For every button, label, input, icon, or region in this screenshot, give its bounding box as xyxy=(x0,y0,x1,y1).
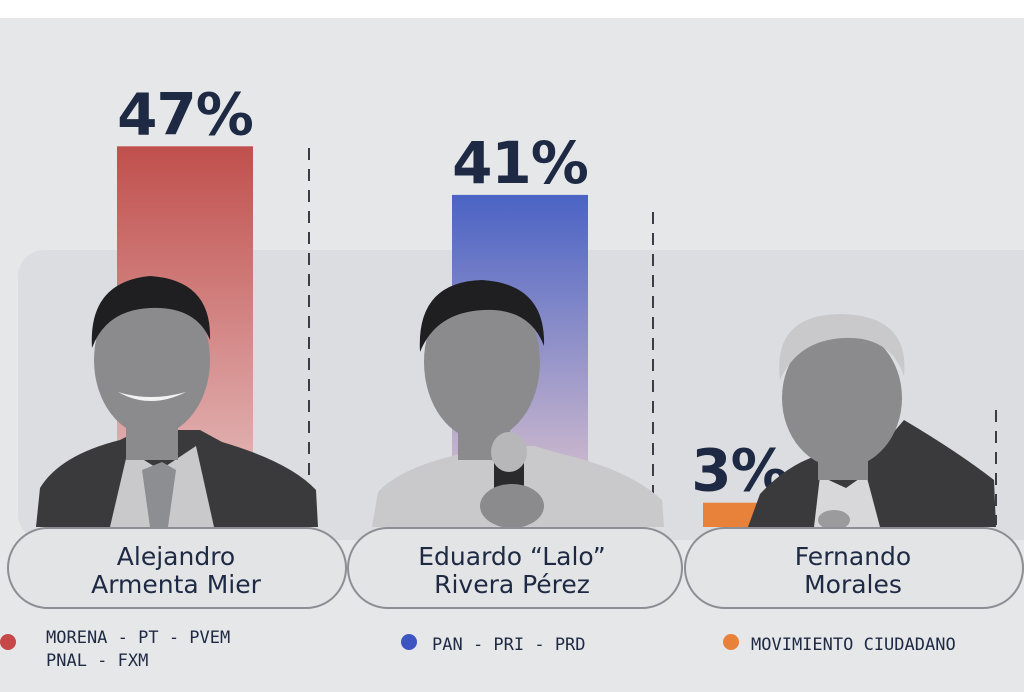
party-label-morales: MOVIMIENTO CIUDADANO xyxy=(751,635,956,655)
candidate-name-morales-line2: Morales xyxy=(804,570,902,599)
name-pill-armenta xyxy=(7,527,347,609)
name-pill-morales xyxy=(684,527,1024,609)
party-label-rivera: PAN - PRI - PRD xyxy=(432,635,586,655)
party-dot-rivera xyxy=(401,634,417,650)
candidate-name-morales-line1: Fernando xyxy=(795,542,911,571)
party-label-armenta-line2: PNAL - FXM xyxy=(46,651,148,671)
candidate-name-armenta-line1: Alejandro xyxy=(117,542,235,571)
party-dot-armenta xyxy=(0,634,16,650)
candidate-photo-rivera xyxy=(372,280,664,528)
candidate-name-armenta-line2: Armenta Mier xyxy=(91,570,261,599)
candidate-photo-morales xyxy=(748,314,996,530)
value-label-armenta: 47% xyxy=(117,80,253,148)
candidate-name-rivera-line2: Rivera Pérez xyxy=(434,570,590,599)
party-label-armenta-line1: MORENA - PT - PVEM xyxy=(46,628,230,648)
party-dot-morales xyxy=(723,634,739,650)
value-label-rivera: 41% xyxy=(452,129,588,197)
candidate-photo-armenta xyxy=(36,276,318,527)
candidate-name-rivera-line1: Eduardo “Lalo” xyxy=(418,542,606,571)
name-pill-rivera xyxy=(347,527,683,609)
